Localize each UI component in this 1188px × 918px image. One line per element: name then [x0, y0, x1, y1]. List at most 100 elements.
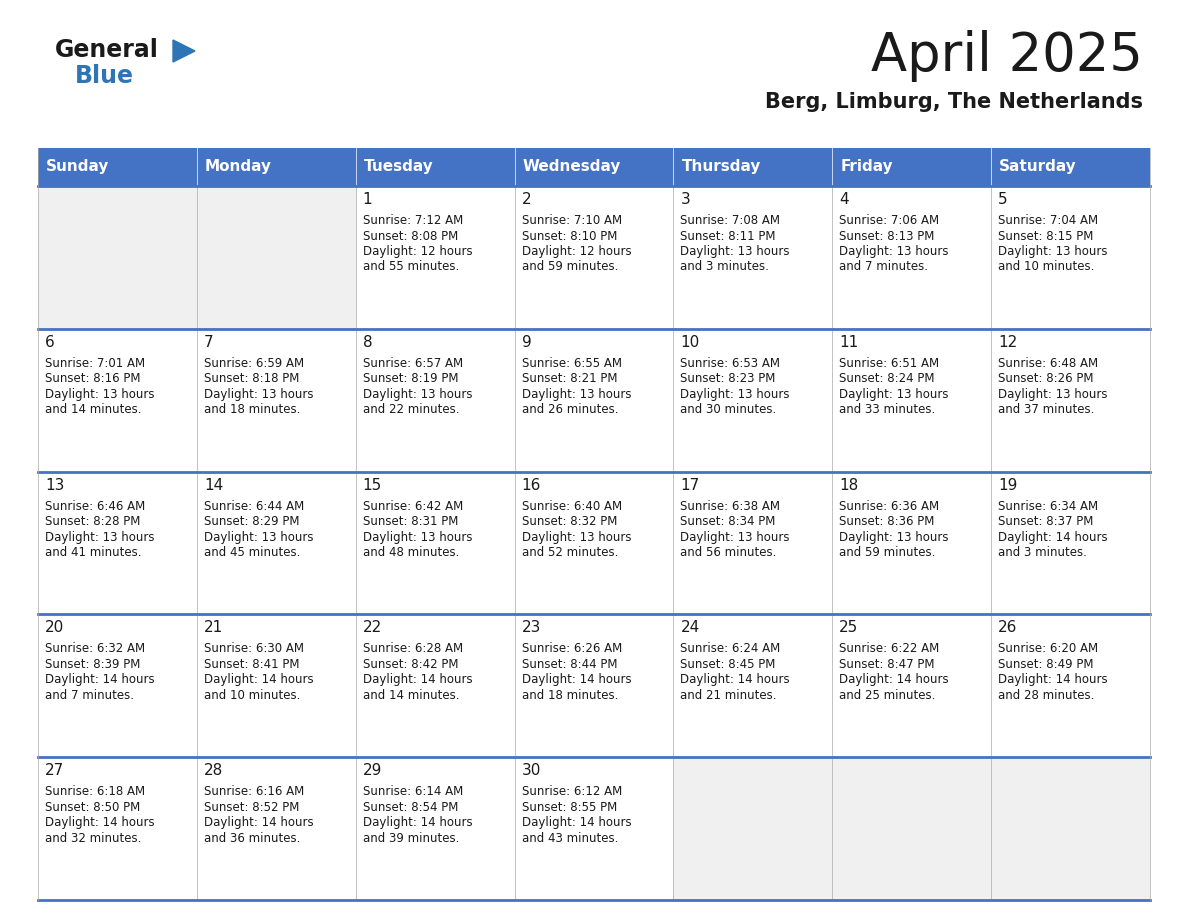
- Bar: [674, 472, 833, 614]
- Text: Daylight: 13 hours: Daylight: 13 hours: [681, 531, 790, 543]
- Text: Daylight: 13 hours: Daylight: 13 hours: [522, 531, 631, 543]
- Text: Daylight: 13 hours: Daylight: 13 hours: [681, 387, 790, 401]
- Text: Sunrise: 6:42 AM: Sunrise: 6:42 AM: [362, 499, 463, 512]
- Text: Sunrise: 6:32 AM: Sunrise: 6:32 AM: [45, 643, 145, 655]
- Text: Sunset: 8:18 PM: Sunset: 8:18 PM: [204, 373, 299, 386]
- Bar: [514, 757, 674, 900]
- Text: 1: 1: [362, 192, 372, 207]
- Bar: [991, 472, 1150, 614]
- Bar: [514, 614, 674, 757]
- Text: 13: 13: [45, 477, 64, 493]
- Text: 25: 25: [839, 621, 859, 635]
- Text: Sunrise: 6:53 AM: Sunrise: 6:53 AM: [681, 357, 781, 370]
- Text: Daylight: 13 hours: Daylight: 13 hours: [998, 245, 1107, 258]
- Text: Daylight: 13 hours: Daylight: 13 hours: [839, 245, 949, 258]
- Text: and 41 minutes.: and 41 minutes.: [45, 546, 141, 559]
- Text: 29: 29: [362, 763, 383, 778]
- Bar: [833, 186, 991, 329]
- Text: and 56 minutes.: and 56 minutes.: [681, 546, 777, 559]
- Text: Sunrise: 6:12 AM: Sunrise: 6:12 AM: [522, 785, 621, 798]
- Bar: [38, 186, 197, 329]
- Bar: [991, 329, 1150, 472]
- Text: Daylight: 13 hours: Daylight: 13 hours: [204, 531, 314, 543]
- Text: Daylight: 12 hours: Daylight: 12 hours: [362, 245, 473, 258]
- Text: Sunrise: 7:04 AM: Sunrise: 7:04 AM: [998, 214, 1098, 227]
- Text: Daylight: 14 hours: Daylight: 14 hours: [522, 674, 631, 687]
- Text: Daylight: 13 hours: Daylight: 13 hours: [362, 387, 472, 401]
- Text: Sunset: 8:08 PM: Sunset: 8:08 PM: [362, 230, 457, 242]
- Text: Sunset: 8:32 PM: Sunset: 8:32 PM: [522, 515, 617, 528]
- Bar: [991, 614, 1150, 757]
- Text: 26: 26: [998, 621, 1017, 635]
- Bar: [991, 186, 1150, 329]
- Text: and 22 minutes.: and 22 minutes.: [362, 403, 460, 416]
- Text: Sunrise: 7:12 AM: Sunrise: 7:12 AM: [362, 214, 463, 227]
- Text: Sunday: Sunday: [46, 160, 109, 174]
- Text: and 7 minutes.: and 7 minutes.: [45, 688, 134, 702]
- Text: Sunset: 8:13 PM: Sunset: 8:13 PM: [839, 230, 935, 242]
- Text: Sunrise: 7:10 AM: Sunrise: 7:10 AM: [522, 214, 621, 227]
- Bar: [355, 614, 514, 757]
- Text: Sunset: 8:47 PM: Sunset: 8:47 PM: [839, 658, 935, 671]
- Bar: [674, 186, 833, 329]
- Text: Daylight: 13 hours: Daylight: 13 hours: [45, 531, 154, 543]
- Bar: [38, 472, 197, 614]
- Bar: [38, 757, 197, 900]
- Bar: [833, 614, 991, 757]
- Text: Sunset: 8:50 PM: Sunset: 8:50 PM: [45, 800, 140, 813]
- Bar: [197, 757, 355, 900]
- Text: Sunrise: 6:36 AM: Sunrise: 6:36 AM: [839, 499, 940, 512]
- Text: Sunset: 8:11 PM: Sunset: 8:11 PM: [681, 230, 776, 242]
- Text: Sunset: 8:10 PM: Sunset: 8:10 PM: [522, 230, 617, 242]
- Text: Sunrise: 6:24 AM: Sunrise: 6:24 AM: [681, 643, 781, 655]
- Text: Sunset: 8:44 PM: Sunset: 8:44 PM: [522, 658, 617, 671]
- Text: Sunset: 8:41 PM: Sunset: 8:41 PM: [204, 658, 299, 671]
- Text: Sunrise: 6:57 AM: Sunrise: 6:57 AM: [362, 357, 463, 370]
- Text: Sunrise: 7:08 AM: Sunrise: 7:08 AM: [681, 214, 781, 227]
- Text: Sunset: 8:15 PM: Sunset: 8:15 PM: [998, 230, 1093, 242]
- Text: 2: 2: [522, 192, 531, 207]
- Text: Sunrise: 6:18 AM: Sunrise: 6:18 AM: [45, 785, 145, 798]
- Text: Sunset: 8:23 PM: Sunset: 8:23 PM: [681, 373, 776, 386]
- Text: and 55 minutes.: and 55 minutes.: [362, 261, 459, 274]
- Text: and 52 minutes.: and 52 minutes.: [522, 546, 618, 559]
- Text: and 59 minutes.: and 59 minutes.: [522, 261, 618, 274]
- Text: Daylight: 14 hours: Daylight: 14 hours: [522, 816, 631, 829]
- Text: Daylight: 14 hours: Daylight: 14 hours: [839, 674, 949, 687]
- Text: Sunrise: 7:01 AM: Sunrise: 7:01 AM: [45, 357, 145, 370]
- Text: 7: 7: [204, 335, 214, 350]
- Text: Daylight: 14 hours: Daylight: 14 hours: [204, 674, 314, 687]
- Bar: [38, 614, 197, 757]
- Bar: [674, 329, 833, 472]
- Text: Sunrise: 6:28 AM: Sunrise: 6:28 AM: [362, 643, 463, 655]
- Bar: [514, 329, 674, 472]
- Text: Sunset: 8:49 PM: Sunset: 8:49 PM: [998, 658, 1094, 671]
- Text: Daylight: 14 hours: Daylight: 14 hours: [681, 674, 790, 687]
- Bar: [197, 614, 355, 757]
- Text: and 39 minutes.: and 39 minutes.: [362, 832, 459, 845]
- Text: Sunrise: 6:44 AM: Sunrise: 6:44 AM: [204, 499, 304, 512]
- Text: Sunrise: 6:30 AM: Sunrise: 6:30 AM: [204, 643, 304, 655]
- Text: Daylight: 14 hours: Daylight: 14 hours: [204, 816, 314, 829]
- Text: Sunrise: 6:14 AM: Sunrise: 6:14 AM: [362, 785, 463, 798]
- Text: Sunrise: 6:48 AM: Sunrise: 6:48 AM: [998, 357, 1098, 370]
- Text: 5: 5: [998, 192, 1007, 207]
- Text: Sunrise: 6:46 AM: Sunrise: 6:46 AM: [45, 499, 145, 512]
- Text: 23: 23: [522, 621, 541, 635]
- Text: Daylight: 14 hours: Daylight: 14 hours: [45, 816, 154, 829]
- Text: 6: 6: [45, 335, 55, 350]
- Text: Sunrise: 6:16 AM: Sunrise: 6:16 AM: [204, 785, 304, 798]
- Bar: [355, 329, 514, 472]
- Text: 18: 18: [839, 477, 859, 493]
- Bar: [197, 329, 355, 472]
- Text: 20: 20: [45, 621, 64, 635]
- Bar: [197, 186, 355, 329]
- Text: 11: 11: [839, 335, 859, 350]
- Bar: [833, 329, 991, 472]
- Bar: [514, 472, 674, 614]
- Text: Sunrise: 6:51 AM: Sunrise: 6:51 AM: [839, 357, 940, 370]
- Text: Sunrise: 6:26 AM: Sunrise: 6:26 AM: [522, 643, 621, 655]
- Text: Daylight: 14 hours: Daylight: 14 hours: [362, 674, 473, 687]
- Bar: [674, 614, 833, 757]
- Text: Daylight: 13 hours: Daylight: 13 hours: [839, 387, 949, 401]
